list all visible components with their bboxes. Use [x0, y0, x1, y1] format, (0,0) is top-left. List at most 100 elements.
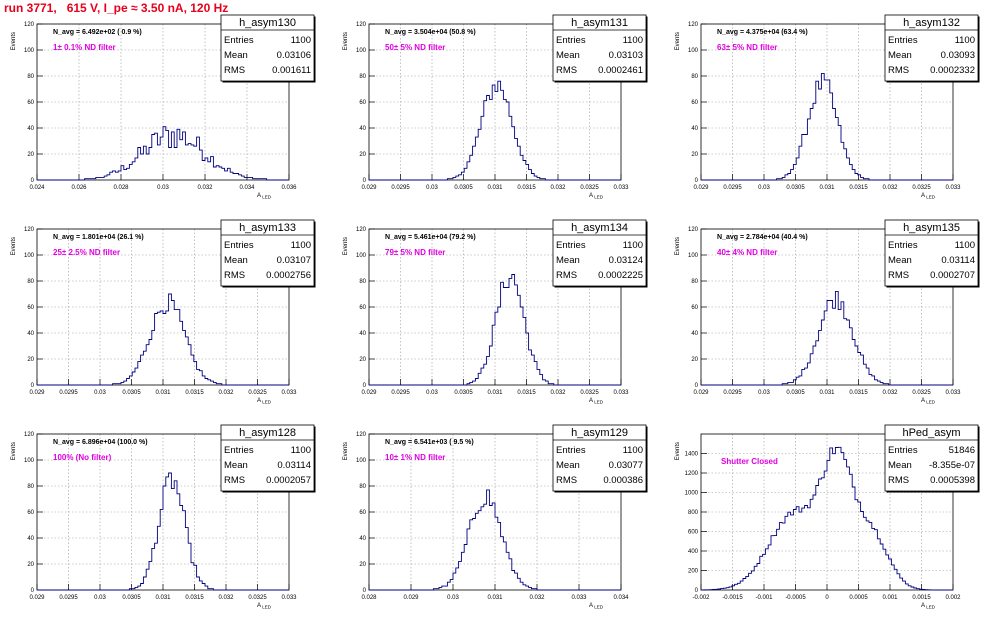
- y-tick-label: 800: [688, 510, 699, 516]
- histogram-name: hPed_asym: [902, 427, 960, 439]
- y-axis-title: Events: [343, 442, 349, 460]
- stats-value: 1100: [291, 35, 311, 46]
- y-tick-label: 100: [356, 253, 367, 259]
- x-tick-label: 0.029: [361, 390, 377, 396]
- stats-value: 0.0002225: [598, 270, 643, 281]
- x-tick-label: 0.0315: [517, 390, 536, 396]
- y-tick-label: 100: [688, 253, 699, 259]
- stats-label: Entries: [224, 35, 254, 46]
- y-tick-label: 0: [31, 178, 35, 184]
- x-tick-label: -0.001: [755, 595, 773, 601]
- x-tick-label: 0.0305: [786, 185, 805, 191]
- y-tick-label: 40: [691, 126, 698, 132]
- stats-label: Mean: [556, 460, 580, 471]
- y-axis-title: Events: [675, 32, 681, 50]
- x-tick-label: 0.031: [487, 390, 503, 396]
- y-tick-label: 60: [359, 305, 366, 311]
- x-axis-title-subscript: LED: [261, 195, 272, 200]
- histogram-panel-h_asym131: 0.029 0.0295 0.03 0.0305 0.031 0.0315 0.032 0.0…: [343, 14, 648, 200]
- stats-label: Entries: [888, 240, 918, 251]
- y-tick-label: 0: [695, 178, 699, 184]
- histogram-line: [37, 293, 289, 386]
- x-tick-label: 0.029: [29, 390, 45, 396]
- x-tick-label: 0.03: [447, 595, 459, 601]
- stats-box: [220, 424, 315, 492]
- x-tick-label: 0.031: [487, 185, 503, 191]
- y-tick-label: 120: [24, 432, 35, 438]
- stats-box: [552, 424, 647, 492]
- x-tick-label: 0.03: [426, 390, 438, 396]
- stats-label: RMS: [556, 475, 577, 486]
- y-tick-label: 1400: [685, 452, 699, 458]
- x-tick-label: 0.028: [113, 185, 129, 191]
- x-tick-label: 0.029: [361, 185, 377, 191]
- histogram-line: [37, 472, 289, 591]
- x-tick-label: 0.0295: [723, 390, 742, 396]
- x-tick-label: 0.0315: [517, 185, 536, 191]
- y-tick-label: 120: [688, 22, 699, 28]
- stats-label: RMS: [888, 475, 909, 486]
- x-tick-label: 0.032: [197, 185, 213, 191]
- stats-value: 0.0002461: [598, 65, 643, 76]
- y-tick-label: 80: [27, 279, 34, 285]
- x-tick-label: 0.026: [71, 185, 87, 191]
- stats-value: 0.03093: [941, 50, 975, 61]
- x-tick-label: 0.024: [29, 185, 45, 191]
- filter-annotation: 10± 1% ND filter: [385, 453, 445, 462]
- y-tick-label: 60: [27, 510, 34, 516]
- x-axis-title: A LED: [257, 603, 272, 610]
- navg-label: N_avg = 3.504e+04 (50.8 %): [385, 29, 476, 36]
- y-tick-label: 120: [356, 22, 367, 28]
- plot-frame: [700, 228, 954, 386]
- stats-value: 0.0002756: [266, 270, 311, 281]
- y-tick-label: 120: [356, 227, 367, 233]
- y-tick-label: 80: [359, 279, 366, 285]
- filter-annotation: 25± 2.5% ND filter: [53, 248, 120, 257]
- x-tick-label: 0.0315: [185, 595, 204, 601]
- stats-label: Entries: [888, 445, 918, 456]
- x-tick-label: 0.034: [239, 185, 255, 191]
- navg-label: N_avg = 1.801e+04 (26.1 %): [53, 234, 144, 241]
- plot-frame: [36, 23, 290, 181]
- stats-value: -8.355e-07: [929, 460, 975, 471]
- histogram-name: h_asym132: [903, 17, 960, 29]
- plot-frame: [700, 23, 954, 181]
- histogram-panel-h_asym133: 0.029 0.0295 0.03 0.0305 0.031 0.0315 0.032 0.0…: [11, 219, 316, 405]
- stats-label: Mean: [888, 50, 912, 61]
- x-tick-label: 0.034: [613, 595, 629, 601]
- x-tick-label: 0.029: [403, 595, 419, 601]
- stats-label: Entries: [556, 240, 586, 251]
- x-tick-label: 0.03: [94, 595, 106, 601]
- stats-value: 0.0002332: [930, 65, 975, 76]
- stats-label: RMS: [556, 270, 577, 281]
- y-tick-label: 20: [27, 562, 34, 568]
- x-tick-label: 0.0315: [849, 185, 868, 191]
- filter-annotation: 100% (No filter): [53, 453, 112, 462]
- histogram-panel-h_asym128: 0.029 0.0295 0.03 0.0305 0.031 0.0315 0.032 0.0…: [11, 424, 316, 610]
- stats-box: [884, 219, 979, 287]
- y-tick-label: 120: [24, 227, 35, 233]
- y-tick-label: 0: [363, 588, 367, 594]
- y-tick-label: 0: [363, 178, 367, 184]
- stats-value: 1100: [955, 240, 975, 251]
- stats-box: [552, 14, 647, 82]
- navg-label: N_avg = 6.896e+04 (100.0 %): [53, 439, 148, 446]
- filter-annotation: 40± 4% ND filter: [717, 248, 777, 257]
- x-tick-label: 0.032: [218, 390, 234, 396]
- stats-value: 1100: [623, 35, 643, 46]
- stats-label: Entries: [556, 445, 586, 456]
- x-axis-title-subscript: LED: [261, 605, 272, 610]
- x-tick-label: 0.031: [155, 595, 171, 601]
- x-tick-label: 0.032: [218, 595, 234, 601]
- y-tick-label: 0: [363, 383, 367, 389]
- stats-label: Entries: [888, 35, 918, 46]
- filter-annotation: 63± 5% ND filter: [717, 43, 777, 52]
- navg-label: N_avg = 4.375e+04 (63.4 %): [717, 29, 808, 36]
- x-tick-label: 0.033: [945, 390, 961, 396]
- stats-value: 0.03124: [609, 255, 643, 266]
- stats-value: 0.000386: [603, 475, 643, 486]
- x-tick-label: 0.032: [882, 185, 898, 191]
- y-tick-label: 120: [24, 22, 35, 28]
- plot-frame: [36, 433, 290, 591]
- stats-label: RMS: [224, 65, 245, 76]
